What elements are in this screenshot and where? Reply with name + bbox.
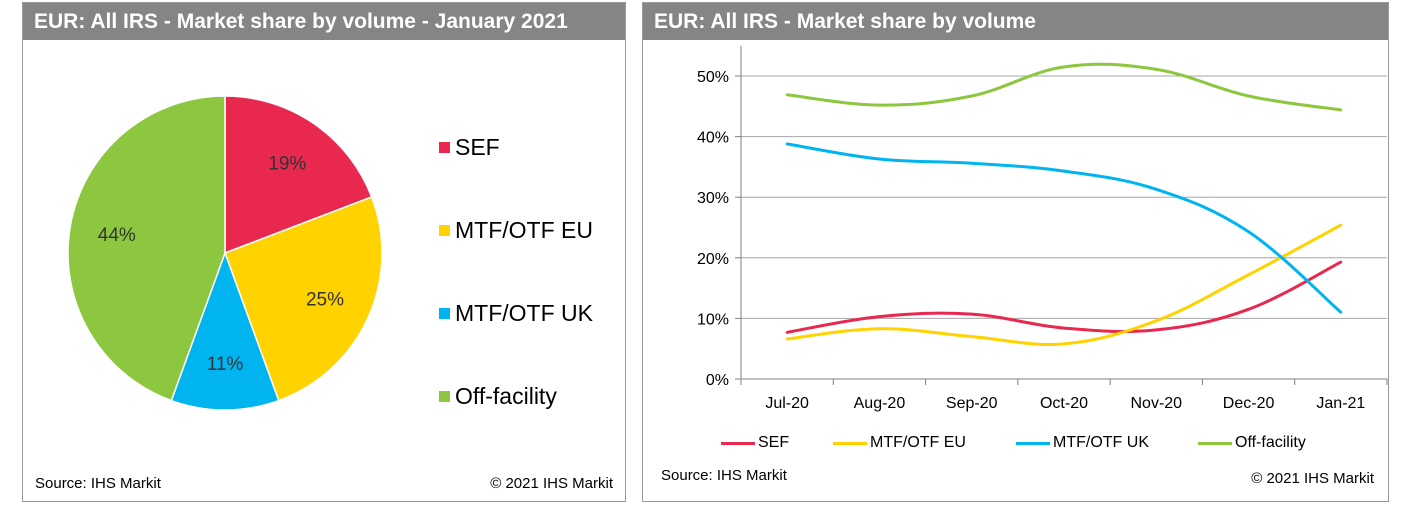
series-point (785, 330, 789, 334)
series-point (1062, 326, 1066, 330)
series-point (785, 93, 789, 97)
pie-legend-swatch (439, 142, 450, 153)
pie-chart-panel: EUR: All IRS - Market share by volume - … (22, 2, 626, 502)
series-line-0 (786, 260, 1342, 334)
line-source: Source: IHS Markit (661, 467, 787, 484)
pie-legend-swatch (439, 225, 450, 236)
line-legend-swatch (1198, 441, 1232, 445)
series-point (785, 337, 789, 341)
series-point (1062, 65, 1066, 69)
pie-slice-label-3: 44% (98, 225, 136, 246)
line-chart-title: EUR: All IRS - Market share by volume (643, 3, 1388, 40)
series-point (1247, 273, 1250, 277)
pie-copyright: © 2021 IHS Markit (490, 475, 613, 492)
series-point (1339, 310, 1343, 314)
y-tick-label: 0% (706, 372, 729, 389)
pie-chart-title: EUR: All IRS - Market share by volume - … (23, 3, 625, 40)
series-point (878, 327, 881, 331)
series-point (878, 157, 881, 161)
series-point (1247, 307, 1250, 311)
x-tick-label: Oct-20 (1040, 395, 1088, 412)
series-point (878, 315, 881, 318)
line-legend-label: MTF/OTF EU (870, 434, 966, 451)
line-legend-swatch (833, 441, 867, 445)
line-legend-item: Off-facility (1198, 434, 1306, 452)
pie-legend-item: SEF (439, 134, 500, 161)
series-point (1154, 319, 1158, 323)
pie-legend-swatch (439, 391, 450, 402)
series-point (1339, 260, 1343, 264)
series-point (1062, 342, 1066, 346)
line-chart-panel: EUR: All IRS - Market share by volume 0%… (642, 2, 1389, 502)
x-tick-label: Sep-20 (946, 395, 998, 412)
line-legend-label: Off-facility (1235, 434, 1306, 451)
series-point (878, 103, 881, 107)
pie-slice-label-2: 11% (207, 354, 244, 375)
y-tick-label: 30% (697, 190, 729, 207)
series-line-2 (786, 142, 1342, 314)
y-tick-label: 20% (697, 251, 729, 268)
series-point (970, 312, 974, 316)
series-point (1154, 67, 1158, 71)
pie-legend-label: SEF (455, 134, 500, 160)
series-point (785, 142, 789, 146)
pie-legend-item: MTF/OTF UK (439, 300, 593, 327)
x-tick-label: Jul-20 (765, 395, 809, 412)
y-tick-label: 50% (697, 69, 729, 86)
series-point (1339, 223, 1343, 227)
series-point (970, 161, 974, 165)
line-copyright: © 2021 IHS Markit (1251, 470, 1374, 487)
series-point (970, 94, 974, 98)
pie-legend-swatch (439, 308, 450, 319)
x-tick-label: Nov-20 (1130, 395, 1182, 412)
y-tick-label: 10% (697, 311, 729, 328)
line-legend-swatch (721, 441, 755, 445)
line-legend-item: SEF (721, 434, 789, 452)
series-point (1247, 94, 1250, 98)
series-point (1154, 187, 1158, 191)
line-legend-item: MTF/OTF UK (1016, 434, 1149, 452)
series-line-3 (786, 62, 1342, 112)
pie-slice-label-0: 19% (268, 153, 306, 174)
x-tick-label: Jan-21 (1316, 395, 1365, 412)
series-point (1154, 328, 1158, 332)
x-tick-label: Aug-20 (854, 395, 906, 412)
pie-slice-label-1: 25% (306, 290, 344, 311)
pie-legend-label: MTF/OTF EU (455, 217, 593, 243)
pie-slice-1 (224, 196, 383, 402)
line-legend-item: MTF/OTF EU (833, 434, 966, 452)
line-legend-label: MTF/OTF UK (1053, 434, 1149, 451)
series-point (1062, 169, 1066, 173)
pie-legend-label: Off-facility (455, 383, 557, 409)
pie-slice-2 (170, 250, 280, 411)
pie-legend-label: MTF/OTF UK (455, 300, 593, 326)
y-tick-label: 40% (697, 130, 729, 147)
series-point (1247, 230, 1250, 234)
pie-slice-0 (224, 95, 373, 255)
pie-legend-item: Off-facility (439, 383, 557, 410)
x-tick-label: Dec-20 (1223, 395, 1275, 412)
pie-legend-item: MTF/OTF EU (439, 217, 593, 244)
pie-source: Source: IHS Markit (35, 475, 161, 492)
series-point (970, 335, 974, 338)
series-point (1339, 108, 1343, 112)
line-chart: 0% 10% 20% 30% 40% 50% Jul-20 Aug-20 Sep-20 Oct-2… (697, 45, 1388, 412)
line-legend-label: SEF (758, 434, 790, 451)
series-line-1 (786, 223, 1342, 346)
pie-slice-3 (67, 95, 226, 402)
pie-chart: 19% 25% 11% 44% (67, 95, 383, 411)
line-legend-swatch (1016, 441, 1050, 445)
